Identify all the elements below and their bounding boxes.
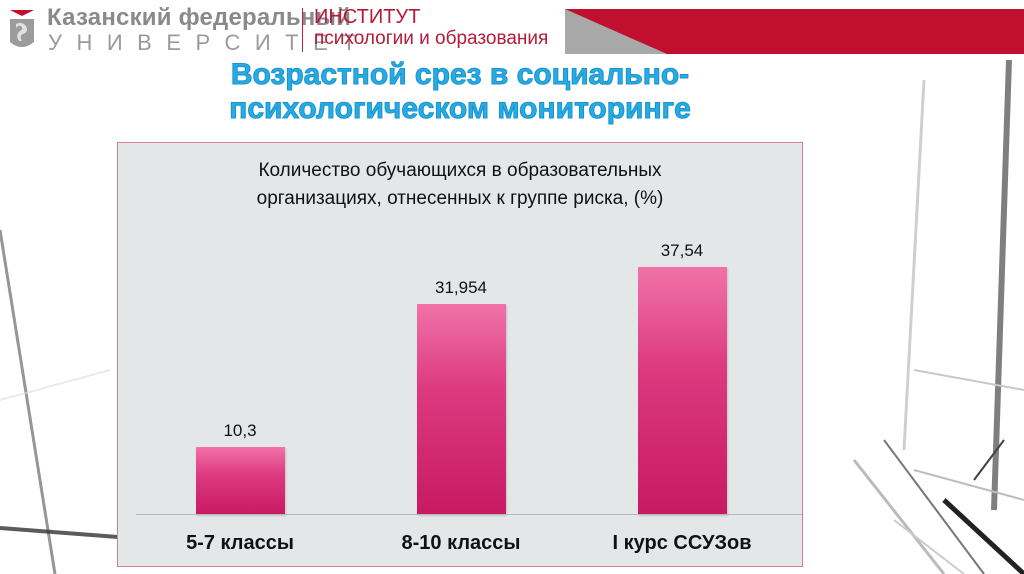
slide-title: Возрастной срез в социально- психологиче… <box>150 58 770 126</box>
x-axis-line <box>136 514 802 515</box>
chart-title: Количество обучающихся в образовательных… <box>118 157 802 213</box>
bar-i-kurs-ssuzov <box>638 267 727 515</box>
slide-title-line-1: Возрастной срез в социально- <box>230 58 690 92</box>
chart-title-line-2: организациях, отнесенных к группе риска,… <box>256 188 664 209</box>
institute-label: ИНСТИТУТ <box>314 6 421 28</box>
bar-5-7-klassy <box>196 447 285 515</box>
background-decoration-left <box>0 229 119 574</box>
data-label: 37,54 <box>660 241 704 260</box>
bar-8-10-klassy <box>417 304 506 515</box>
chart-title-line-1: Количество обучающихся в образовательных <box>258 160 662 181</box>
category-label: I курс ССУЗов <box>612 532 752 554</box>
header: Казанский федеральный УНИВЕРСИТЕТ ИНСТИТ… <box>0 0 1024 58</box>
kfu-emblem-icon <box>10 10 34 47</box>
chart-container: Количество обучающихся в образовательных… <box>117 142 803 567</box>
category-label: 5-7 классы <box>186 532 294 554</box>
university-name: Казанский федеральный <box>47 4 352 31</box>
slide-title-line-2: психологическом мониторинге <box>229 92 692 126</box>
background-decoration-right <box>794 60 1024 574</box>
header-divider <box>302 8 303 52</box>
university-subtitle: УНИВЕРСИТЕТ <box>48 30 371 55</box>
data-label: 31,954 <box>435 278 487 297</box>
data-label: 10,3 <box>223 421 257 440</box>
category-label: 8-10 классы <box>401 532 521 554</box>
institute-name: психологии и образования <box>314 28 549 49</box>
